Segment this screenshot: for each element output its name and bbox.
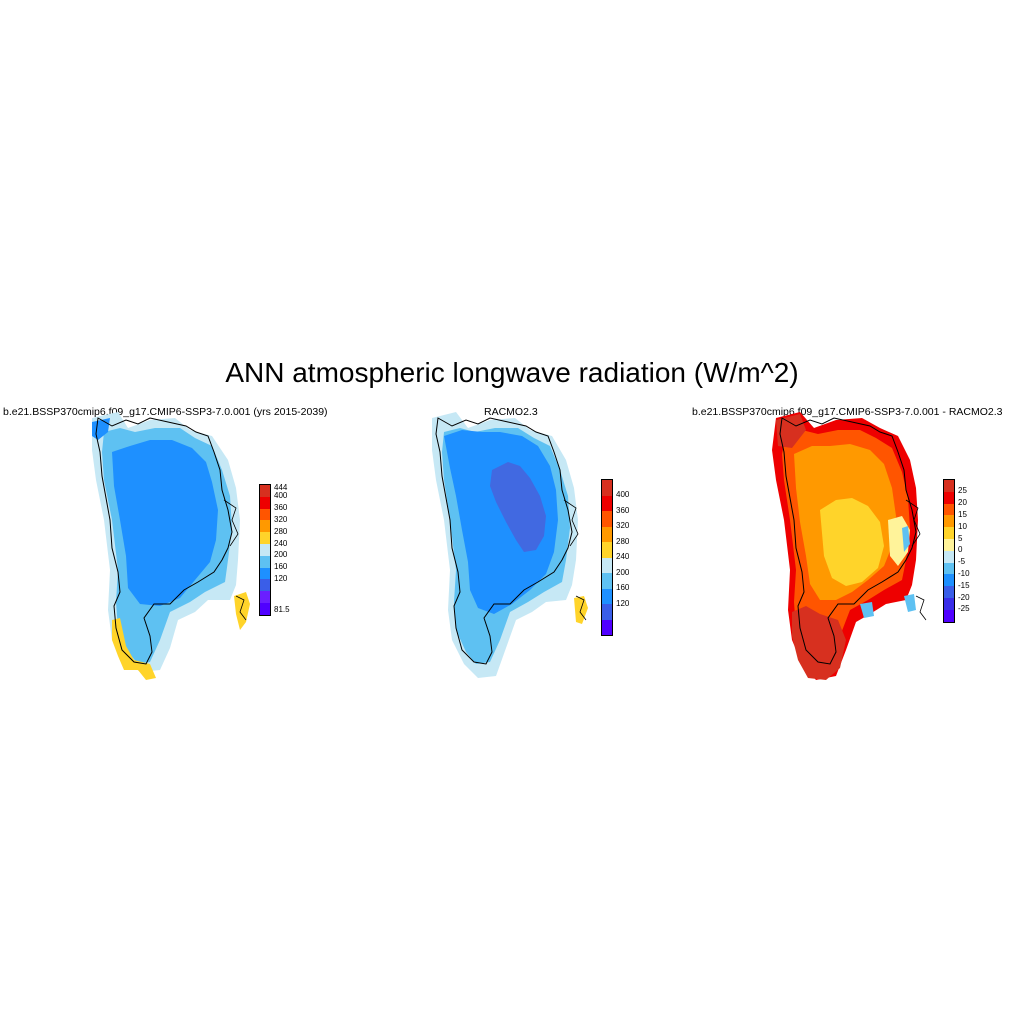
panel-2-title: RACMO2.3 bbox=[484, 406, 538, 418]
colorbar-label: 160 bbox=[616, 583, 630, 592]
colorbar-swatch bbox=[602, 557, 612, 573]
panel-3-south-region bbox=[792, 606, 846, 680]
colorbar-swatch bbox=[944, 586, 954, 598]
colorbar-label: 20 bbox=[958, 498, 967, 508]
colorbar-label: 10 bbox=[958, 521, 967, 531]
colorbar-swatch bbox=[944, 491, 954, 504]
colorbar-swatch bbox=[944, 480, 954, 492]
colorbar-swatch bbox=[602, 604, 612, 620]
colorbar-label: 25 bbox=[958, 486, 967, 496]
panel-3-coast-detail bbox=[905, 499, 927, 621]
colorbar-label: 400 bbox=[616, 490, 630, 499]
panel-1-field bbox=[92, 412, 250, 680]
colorbar-label: 280 bbox=[274, 526, 288, 536]
colorbar-label: 360 bbox=[616, 505, 630, 515]
colorbar-swatch bbox=[944, 515, 954, 528]
colorbar-swatch bbox=[260, 602, 270, 615]
colorbar-swatch bbox=[602, 495, 612, 511]
colorbar-label: -5 bbox=[958, 557, 966, 567]
colorbar-label: -25 bbox=[958, 604, 970, 614]
colorbar-label: 280 bbox=[616, 536, 630, 546]
colorbar-label: 240 bbox=[616, 552, 630, 561]
colorbar-swatch bbox=[260, 543, 270, 556]
colorbar-swatch bbox=[944, 527, 954, 539]
panel-1-interior-region bbox=[112, 440, 218, 606]
colorbar-swatch bbox=[944, 609, 954, 622]
colorbar-label: 400 bbox=[274, 491, 288, 501]
colorbar-swatch bbox=[944, 562, 954, 575]
colorbar-label: -20 bbox=[958, 592, 970, 602]
colorbar-swatch bbox=[602, 573, 612, 589]
panel-1-colorbar-swatches bbox=[259, 484, 271, 616]
colorbar-label: 5 bbox=[958, 533, 963, 543]
panel-2-coast-detail bbox=[563, 499, 587, 621]
colorbar-swatch bbox=[260, 508, 270, 521]
colorbar-swatch bbox=[602, 542, 612, 558]
colorbar-swatch bbox=[260, 555, 270, 568]
colorbar-swatch bbox=[260, 567, 270, 580]
colorbar-label: 444 bbox=[274, 483, 288, 492]
colorbar-swatch bbox=[944, 503, 954, 516]
colorbar-swatch bbox=[944, 538, 954, 551]
colorbar-swatch bbox=[944, 550, 954, 563]
colorbar-label: 15 bbox=[958, 509, 967, 519]
panel-1-south-cells bbox=[112, 618, 156, 680]
colorbar-swatch bbox=[602, 619, 612, 635]
panel-3-coastline bbox=[779, 417, 917, 665]
panel-2-coastline bbox=[435, 417, 573, 665]
panel-3-east-blue-cells bbox=[860, 526, 916, 618]
colorbar-swatch bbox=[260, 496, 270, 509]
colorbar-swatch bbox=[602, 526, 612, 542]
panel-2-colorbar-swatches bbox=[601, 479, 613, 636]
panel-1-coastline bbox=[95, 417, 233, 665]
colorbar-swatch bbox=[602, 588, 612, 604]
colorbar-label: 200 bbox=[274, 550, 288, 560]
figure-title: ANN atmospheric longwave radiation (W/m^… bbox=[225, 357, 799, 388]
colorbar-label: 200 bbox=[616, 567, 630, 577]
panel-3-title: b.e21.BSSP370cmip6.f09_g17.CMIP6-SSP3-7.… bbox=[692, 406, 1003, 418]
panel-3-nw-cells bbox=[776, 414, 806, 448]
colorbar-label: 160 bbox=[274, 562, 288, 572]
colorbar-label: 320 bbox=[616, 521, 630, 530]
panel-3-interior-region bbox=[820, 498, 884, 586]
colorbar-label: -10 bbox=[958, 568, 970, 578]
colorbar-swatch bbox=[260, 485, 270, 497]
panel-2-field bbox=[432, 412, 588, 678]
colorbar-label: 120 bbox=[616, 598, 630, 608]
colorbar-swatch bbox=[260, 520, 270, 533]
colorbar-swatch bbox=[944, 574, 954, 587]
panel-1-map bbox=[92, 412, 250, 680]
panel-3-colorbar-swatches bbox=[943, 479, 955, 623]
colorbar-label: -15 bbox=[958, 580, 970, 590]
colorbar-swatch bbox=[602, 480, 612, 496]
colorbar-label: 320 bbox=[274, 514, 288, 524]
panel-3-map bbox=[772, 412, 927, 680]
panel-1-coast-detail bbox=[223, 499, 247, 621]
colorbar-swatch bbox=[260, 532, 270, 544]
colorbar-label: 0 bbox=[958, 545, 963, 555]
colorbar-swatch bbox=[602, 511, 612, 527]
panel-1-title: b.e21.BSSP370cmip6.f09_g17.CMIP6-SSP3-7.… bbox=[3, 406, 328, 418]
colorbar-swatch bbox=[944, 597, 954, 610]
panel-2-interior-region bbox=[444, 430, 558, 614]
colorbar-label: 360 bbox=[274, 503, 288, 513]
colorbar-label: 81.5 bbox=[274, 604, 290, 614]
panel-1-east-cells bbox=[234, 592, 250, 630]
panel-2-core-region bbox=[490, 462, 546, 552]
colorbar-label: 240 bbox=[274, 538, 288, 548]
colorbar-swatch bbox=[260, 579, 270, 592]
colorbar-swatch bbox=[260, 591, 270, 603]
colorbar-label: 120 bbox=[274, 573, 288, 583]
panel-2-map bbox=[432, 412, 588, 678]
panel-3-field bbox=[772, 412, 918, 680]
